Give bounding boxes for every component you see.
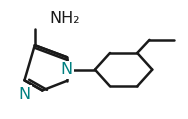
Text: N: N — [18, 87, 30, 102]
Text: NH₂: NH₂ — [50, 11, 80, 26]
Text: N: N — [61, 62, 73, 77]
